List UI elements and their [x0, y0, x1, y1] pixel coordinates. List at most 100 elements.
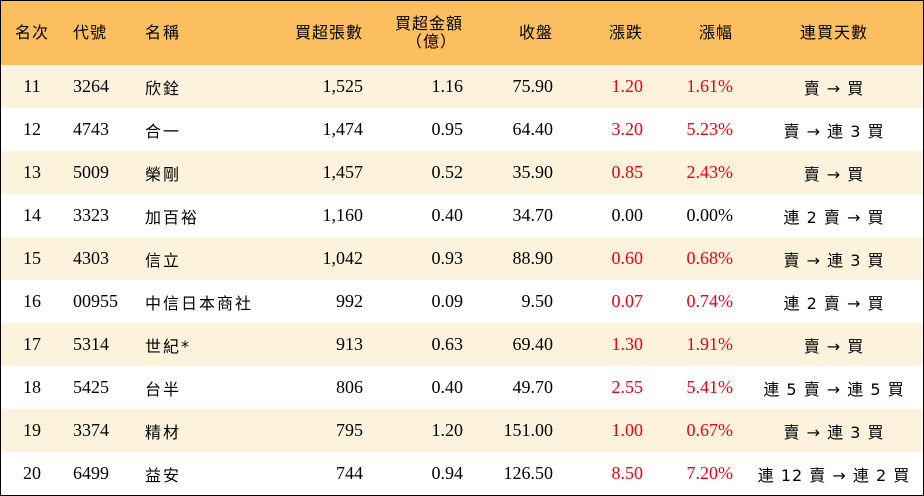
- net-amount-cell: 0.94: [431, 463, 464, 483]
- net-shares-cell: 1,457: [322, 162, 364, 182]
- net-amount-cell: 0.95: [431, 119, 464, 139]
- change-cell: 8.50: [611, 463, 644, 483]
- consecutive-days-cell: 賣 → 買: [803, 336, 865, 356]
- consecutive-days-cell: 賣 → 連 3 買: [783, 422, 885, 442]
- header-change: 漲跌: [608, 23, 643, 42]
- table-body: 11 3264 欣銓 1,525 1.16 75.90 1.20 1.61% 賣 → 買 12 47…: [1, 65, 923, 495]
- net-amount-cell: 0.40: [431, 205, 464, 225]
- close-cell: 35.90: [512, 162, 554, 182]
- change-pct-cell: 1.61%: [686, 76, 734, 96]
- table-row: 12 4743 合一 1,474 0.95 64.40 3.20 5.23% 賣 → 連 3 買: [1, 108, 923, 151]
- name-cell: 欣銓: [145, 78, 182, 98]
- change-pct-cell: 0.67%: [686, 420, 734, 440]
- change-pct-cell: 0.74%: [686, 291, 734, 311]
- close-cell: 151.00: [503, 420, 554, 440]
- header-change-pct: 漲幅: [698, 23, 733, 42]
- code-cell: 00955: [73, 291, 118, 311]
- code-cell: 5425: [73, 377, 109, 397]
- code-cell: 6499: [73, 463, 109, 483]
- header-code: 代號: [73, 23, 108, 42]
- code-cell: 3264: [73, 76, 109, 96]
- consecutive-days-cell: 連 12 賣 → 連 2 買: [757, 465, 911, 485]
- net-shares-cell: 744: [336, 463, 363, 483]
- code-cell: 3323: [73, 205, 109, 225]
- net-amount-cell: 0.93: [431, 248, 464, 268]
- table-row: 16 00955 中信日本商社 992 0.09 9.50 0.07 0.74% 連 2 賣 →…: [1, 280, 923, 323]
- code-cell: 4743: [73, 119, 109, 139]
- name-cell: 中信日本商社: [145, 293, 254, 313]
- rank-cell: 14: [23, 205, 41, 225]
- close-cell: 126.50: [503, 463, 554, 483]
- table-row: 14 3323 加百裕 1,160 0.40 34.70 0.00 0.00% 連 2 賣 → …: [1, 194, 923, 237]
- change-cell: 0.85: [611, 162, 644, 182]
- header-net-amount: 買超金額 （億）: [375, 1, 475, 65]
- change-pct-cell: 0.00%: [686, 205, 734, 225]
- name-cell: 信立: [145, 250, 182, 270]
- consecutive-days-cell: 賣 → 連 3 買: [783, 250, 885, 270]
- table-row: 17 5314 世紀* 913 0.63 69.40 1.30 1.91% 賣 → 買: [1, 323, 923, 366]
- table-row: 20 6499 益安 744 0.94 126.50 8.50 7.20% 連 12 賣 → 連…: [1, 452, 923, 495]
- rank-cell: 12: [23, 119, 41, 139]
- change-cell: 1.30: [611, 334, 644, 354]
- table-row: 11 3264 欣銓 1,525 1.16 75.90 1.20 1.61% 賣 → 買: [1, 65, 923, 108]
- change-pct-cell: 0.68%: [686, 248, 734, 268]
- net-amount-cell: 0.40: [431, 377, 464, 397]
- close-cell: 34.70: [512, 205, 554, 225]
- rank-cell: 16: [23, 291, 41, 311]
- net-amount-cell: 0.52: [431, 162, 464, 182]
- net-amount-cell: 0.09: [431, 291, 464, 311]
- rank-cell: 19: [23, 420, 41, 440]
- rank-cell: 13: [23, 162, 41, 182]
- net-amount-cell: 0.63: [431, 334, 464, 354]
- change-pct-cell: 7.20%: [686, 463, 734, 483]
- rank-cell: 18: [23, 377, 41, 397]
- rank-cell: 17: [23, 334, 41, 354]
- name-cell: 榮剛: [145, 164, 182, 184]
- code-cell: 5009: [73, 162, 109, 182]
- change-pct-cell: 1.91%: [686, 334, 734, 354]
- consecutive-days-cell: 連 5 賣 → 連 5 買: [763, 379, 905, 399]
- change-pct-cell: 5.23%: [686, 119, 734, 139]
- name-cell: 精材: [145, 422, 182, 442]
- header-net-amount-line2: （億）: [405, 32, 457, 51]
- net-shares-cell: 1,042: [322, 248, 364, 268]
- close-cell: 88.90: [512, 248, 554, 268]
- header-close: 收盤: [518, 23, 553, 42]
- change-cell: 1.20: [611, 76, 644, 96]
- consecutive-days-cell: 連 2 賣 → 買: [783, 293, 885, 313]
- header-net-shares: 買超張數: [294, 23, 363, 42]
- net-shares-cell: 1,160: [322, 205, 364, 225]
- consecutive-days-cell: 賣 → 買: [803, 164, 865, 184]
- close-cell: 75.90: [512, 76, 554, 96]
- net-amount-cell: 1.20: [431, 420, 464, 440]
- table-row: 19 3374 精材 795 1.20 151.00 1.00 0.67% 賣 → 連 3 買: [1, 409, 923, 452]
- table-row: 15 4303 信立 1,042 0.93 88.90 0.60 0.68% 賣 → 連 3 買: [1, 237, 923, 280]
- table-row: 18 5425 台半 806 0.40 49.70 2.55 5.41% 連 5 賣 → 連 5…: [1, 366, 923, 409]
- change-pct-cell: 2.43%: [686, 162, 734, 182]
- net-shares-cell: 992: [336, 291, 363, 311]
- rank-cell: 11: [23, 76, 41, 96]
- net-shares-cell: 795: [336, 420, 363, 440]
- consecutive-days-cell: 賣 → 買: [803, 78, 865, 98]
- change-cell: 0.07: [611, 291, 644, 311]
- consecutive-days-cell: 賣 → 連 3 買: [783, 121, 885, 141]
- code-cell: 5314: [73, 334, 109, 354]
- change-pct-cell: 5.41%: [686, 377, 734, 397]
- change-cell: 0.60: [611, 248, 644, 268]
- net-shares-cell: 1,525: [322, 76, 364, 96]
- name-cell: 加百裕: [145, 207, 200, 227]
- code-cell: 3374: [73, 420, 109, 440]
- close-cell: 49.70: [512, 377, 554, 397]
- close-cell: 64.40: [512, 119, 554, 139]
- rank-cell: 20: [23, 463, 41, 483]
- table-row: 13 5009 榮剛 1,457 0.52 35.90 0.85 2.43% 賣 → 買: [1, 151, 923, 194]
- name-cell: 合一: [145, 121, 182, 141]
- change-cell: 3.20: [611, 119, 644, 139]
- close-cell: 69.40: [512, 334, 554, 354]
- name-cell: 世紀*: [145, 336, 192, 356]
- header-row: 名次 代號 名稱 買超張數 買超金額 （億） 收盤 漲跌 漲幅 連買天數: [1, 1, 923, 65]
- net-shares-cell: 806: [336, 377, 363, 397]
- close-cell: 9.50: [521, 291, 554, 311]
- net-amount-cell: 1.16: [431, 76, 464, 96]
